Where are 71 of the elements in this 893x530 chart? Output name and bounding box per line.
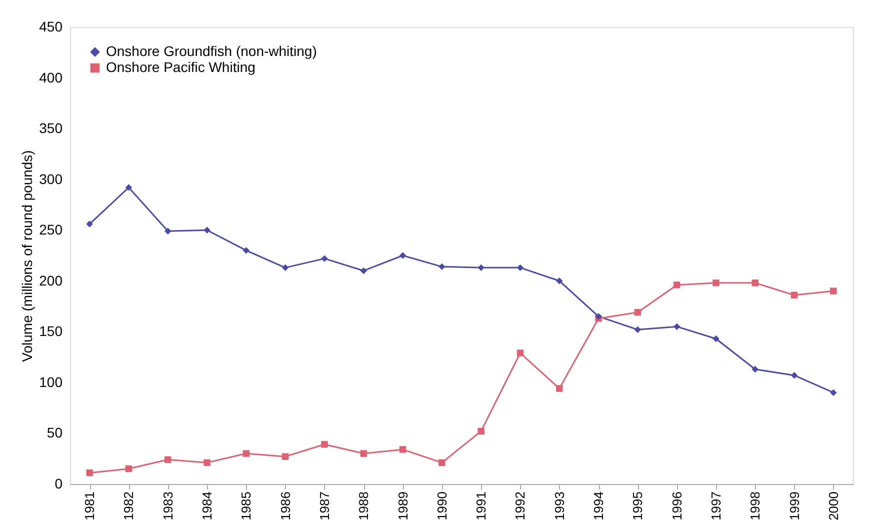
point: [438, 263, 446, 270]
y-tick-label: 250: [39, 222, 63, 238]
x-tick-label: 1993: [552, 492, 567, 520]
x-tick-label: 1988: [356, 492, 372, 520]
point: [282, 264, 289, 272]
x-tick-label: 1981: [82, 492, 98, 520]
point: [830, 389, 837, 396]
x-tick-label: 1990: [434, 492, 450, 520]
point: [125, 465, 132, 472]
y-axis-title: Volume (millions of round pounds): [19, 150, 36, 362]
point: [634, 309, 642, 316]
point: [790, 372, 798, 379]
point: [712, 280, 720, 286]
y-tick-label: 100: [39, 374, 63, 390]
x-tick-label: 1991: [474, 492, 489, 520]
y-tick-label: 0: [54, 476, 63, 492]
point: [360, 450, 367, 457]
x-tick-label: 1996: [669, 492, 684, 520]
point: [634, 326, 642, 333]
y-tick-label: 400: [39, 69, 63, 86]
point: [399, 446, 406, 453]
x-tick-label: 1995: [630, 492, 646, 520]
point: [830, 288, 837, 294]
x-tick-label: 2000: [826, 492, 841, 520]
point: [478, 264, 484, 272]
point: [399, 252, 406, 259]
x-tick-label: 1986: [278, 492, 293, 520]
point: [242, 450, 250, 457]
y-tick-label: 350: [39, 120, 63, 136]
point: [360, 267, 367, 274]
point: [125, 184, 132, 191]
point: [712, 335, 720, 342]
x-tick-label: 1985: [238, 492, 254, 520]
point: [204, 226, 210, 234]
point: [164, 456, 172, 463]
point: [438, 459, 446, 466]
x-tick-label: 1994: [591, 492, 606, 520]
legend-label: Onshore Pacific Whiting: [106, 59, 256, 75]
point: [752, 280, 758, 286]
y-tick-label: 150: [39, 323, 63, 340]
y-tick-label: 50: [46, 424, 63, 441]
point: [556, 385, 563, 392]
x-tick-label: 1983: [160, 492, 176, 520]
point: [556, 278, 563, 284]
x-tick-label: 1982: [121, 492, 136, 520]
y-tick-label: 450: [39, 18, 63, 34]
y-tick-label: 300: [39, 170, 63, 187]
x-tick-label: 1984: [200, 492, 215, 520]
y-tick-label: 200: [39, 272, 63, 288]
x-tick-label: 1997: [708, 492, 724, 520]
point: [164, 228, 172, 234]
x-tick-label: 1989: [395, 492, 410, 520]
point: [752, 366, 758, 373]
point: [790, 292, 798, 298]
x-tick-label: 1992: [512, 492, 528, 520]
point: [204, 459, 210, 466]
point: [673, 282, 680, 288]
point: [86, 220, 93, 228]
point: [673, 323, 680, 330]
x-tick-label: 1999: [786, 492, 802, 520]
point: [321, 441, 328, 448]
point: [516, 264, 524, 272]
point: [86, 469, 93, 476]
point: [516, 350, 524, 356]
point: [478, 428, 484, 435]
x-tick-label: 1998: [748, 492, 763, 520]
legend-label: Onshore Groundfish (non-whiting): [106, 43, 317, 59]
point: [242, 247, 250, 254]
point: [282, 453, 289, 460]
x-tick-label: 1987: [316, 492, 332, 520]
point: [321, 255, 328, 262]
